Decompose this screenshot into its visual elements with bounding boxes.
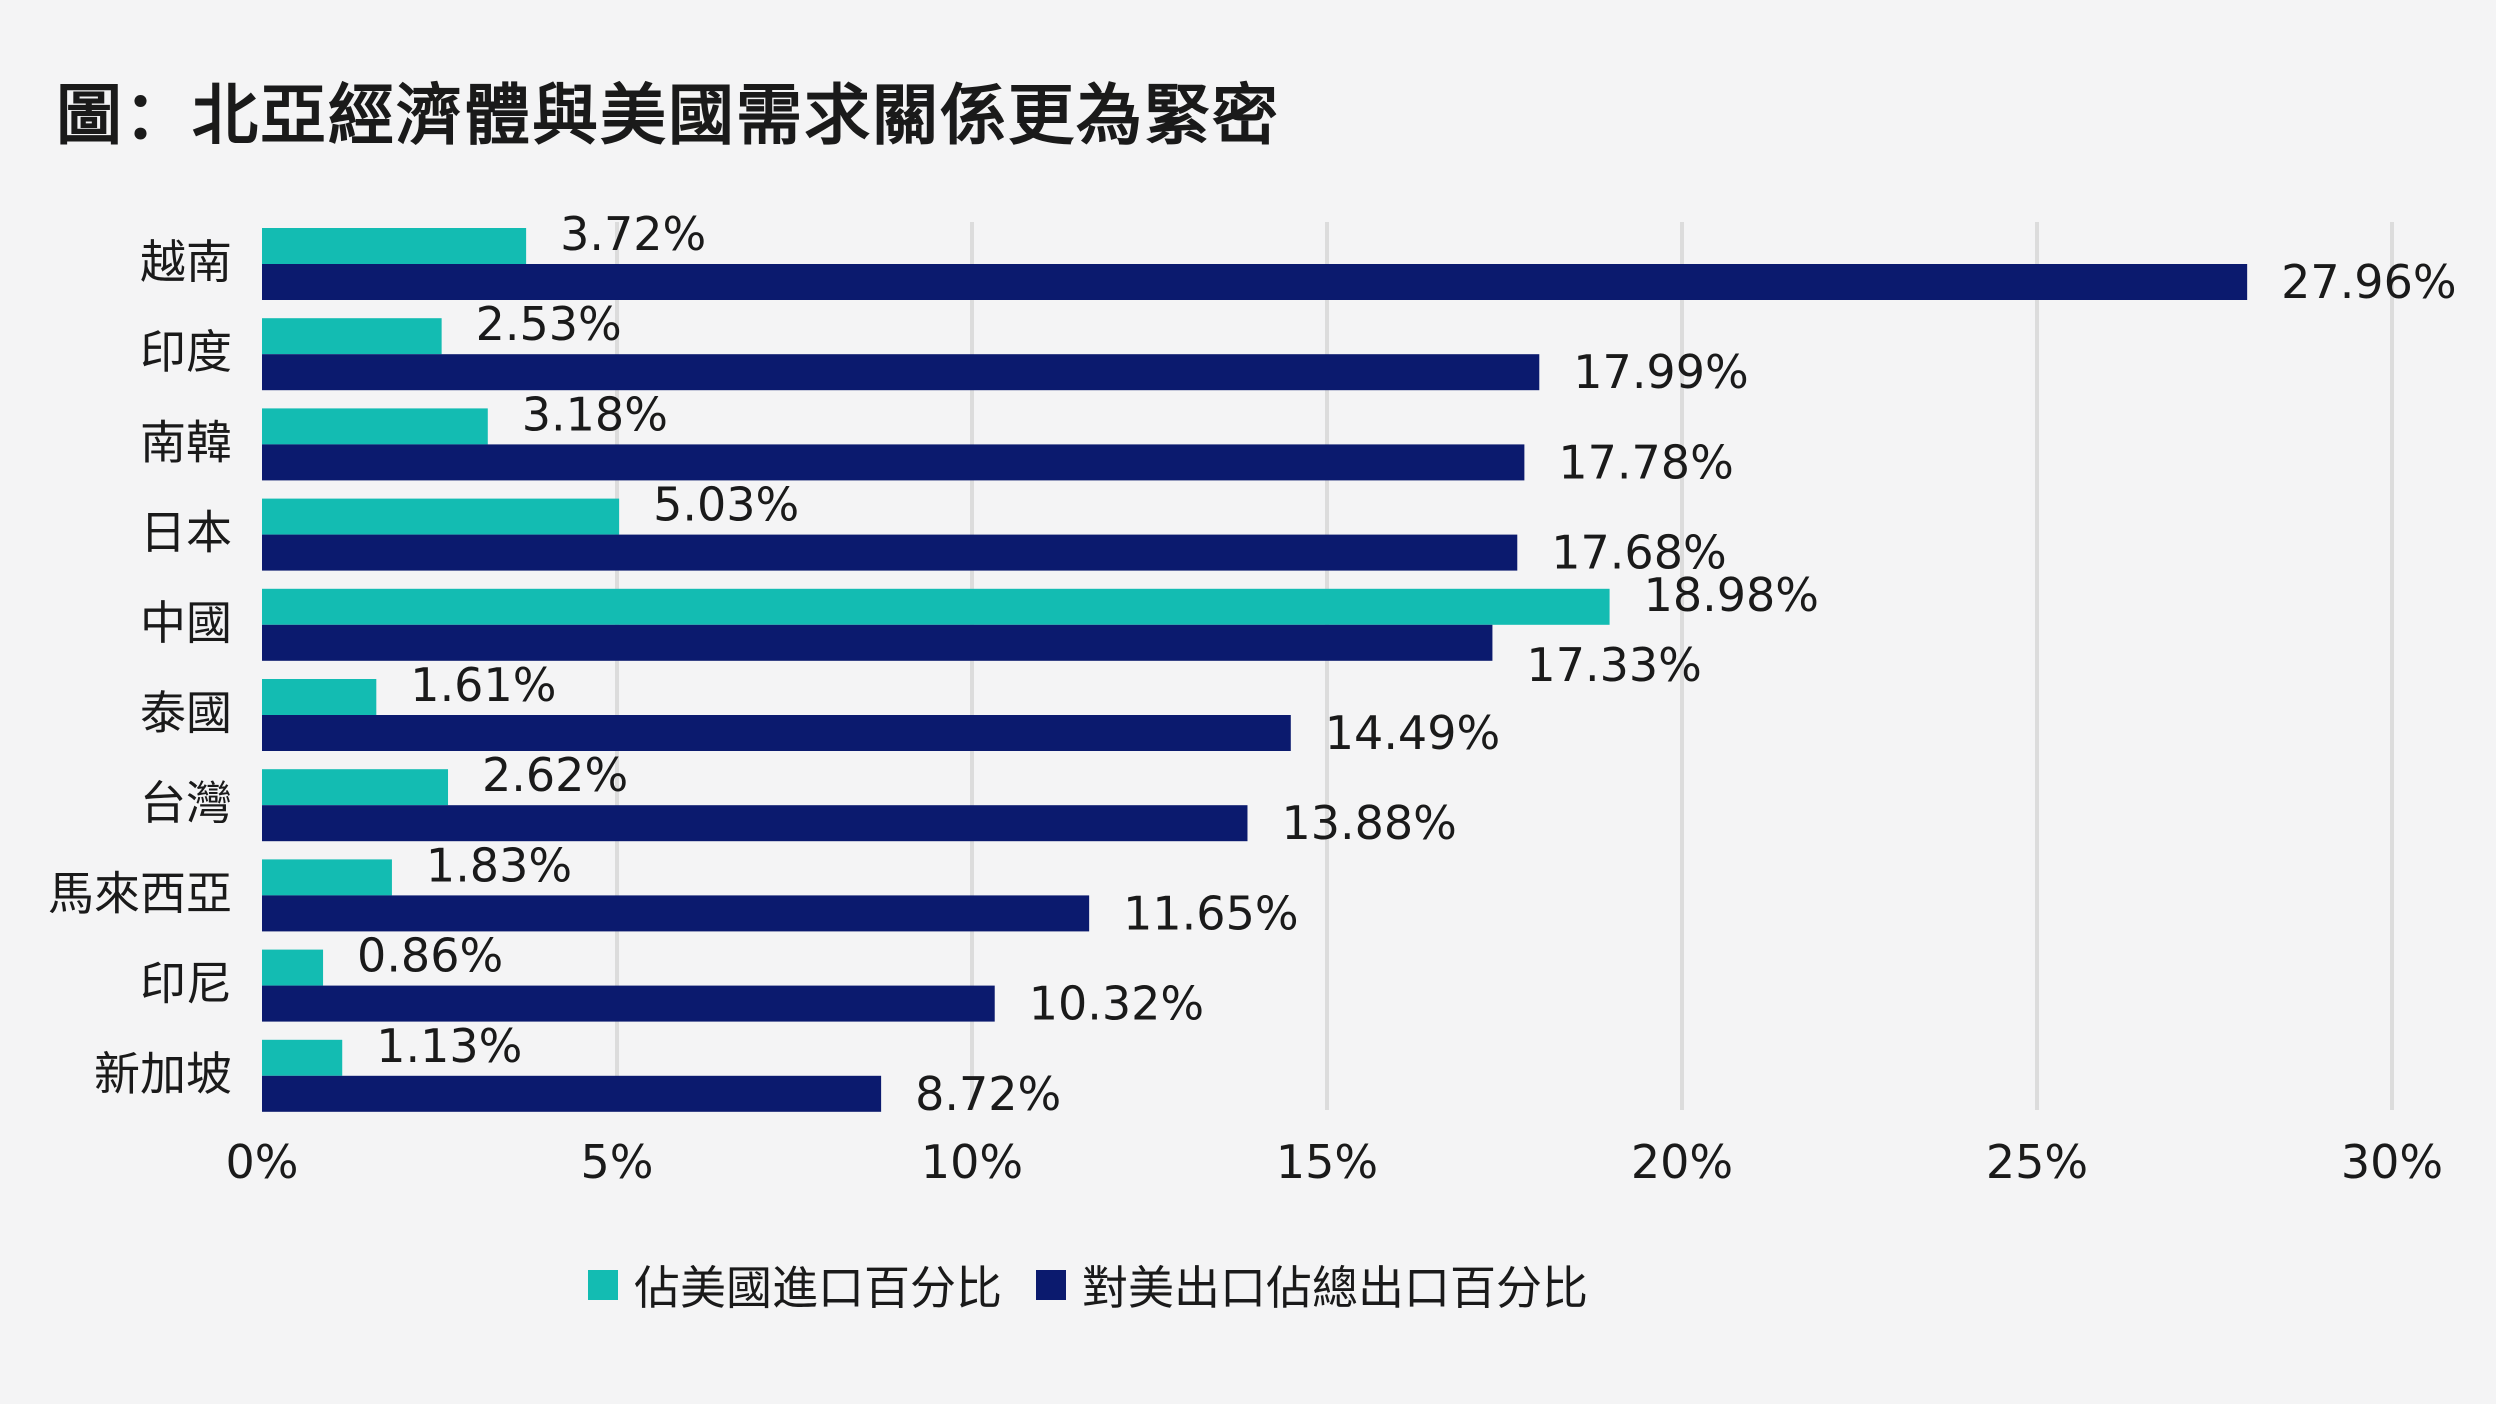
data-label: 3.72% (560, 207, 706, 261)
x-tick-label: 15% (1276, 1135, 1378, 1189)
bar-import-share (262, 318, 442, 355)
legend-label-export-share: 對美出口佔總出口百分比 (1082, 1261, 1588, 1315)
legend-swatch-import-share (588, 1270, 618, 1300)
x-tick-label: 20% (1631, 1135, 1733, 1189)
data-label: 2.62% (482, 748, 628, 802)
category-label: 馬來西亞 (48, 866, 232, 920)
data-label: 0.86% (357, 929, 503, 983)
data-label: 27.96% (2281, 255, 2456, 309)
data-label: 17.68% (1551, 526, 1726, 580)
category-label: 越南 (140, 235, 232, 289)
bar-export-share (262, 264, 2248, 300)
bar-export-share (262, 534, 1518, 571)
data-label: 1.83% (426, 838, 572, 892)
data-label: 17.33% (1526, 638, 1701, 692)
legend-item-import-share: 佔美國進口百分比 (588, 1252, 1002, 1318)
bar-export-share (262, 1075, 882, 1112)
data-label: 5.03% (653, 478, 799, 532)
data-label: 17.99% (1573, 345, 1748, 399)
bar-import-share (262, 498, 620, 535)
bar-import-share (262, 769, 449, 806)
legend-swatch-export-share (1036, 1270, 1066, 1300)
bar-export-share (262, 624, 1493, 661)
category-label: 日本 (140, 506, 232, 560)
bar-export-share (262, 985, 995, 1022)
bar-import-share (262, 859, 392, 896)
data-label: 1.13% (376, 1019, 522, 1073)
legend-item-export-share: 對美出口佔總出口百分比 (1036, 1252, 1588, 1318)
data-label: 3.18% (522, 387, 668, 441)
category-label: 印尼 (140, 957, 232, 1011)
data-label: 14.49% (1325, 706, 1500, 760)
bar-export-share (262, 444, 1525, 481)
legend: 佔美國進口百分比 對美出口佔總出口百分比 (588, 1252, 1622, 1318)
x-tick-label: 5% (581, 1135, 654, 1189)
data-label: 8.72% (915, 1067, 1061, 1121)
bar-import-share (262, 588, 1610, 625)
data-label: 13.88% (1281, 796, 1456, 850)
data-label: 2.53% (476, 297, 622, 351)
category-label: 泰國 (140, 686, 232, 740)
data-label: 17.78% (1558, 435, 1733, 489)
bar-export-share (262, 805, 1248, 842)
bar-import-share (262, 1039, 343, 1076)
bar-export-share (262, 354, 1540, 391)
chart-title: 圖：北亞經濟體與美國需求關係更為緊密 (56, 77, 1280, 154)
category-label: 新加坡 (94, 1047, 232, 1101)
data-label: 18.98% (1644, 568, 1819, 622)
category-label: 台灣 (140, 776, 232, 830)
x-tick-label: 25% (1986, 1135, 2088, 1189)
category-label: 印度 (140, 325, 232, 379)
bar-export-share (262, 715, 1291, 751)
bar-export-share (262, 895, 1090, 932)
category-label: 中國 (140, 596, 232, 650)
data-label: 11.65% (1123, 886, 1298, 940)
x-tick-label: 10% (921, 1135, 1023, 1189)
x-tick-label: 30% (2341, 1135, 2443, 1189)
legend-label-import-share: 佔美國進口百分比 (634, 1261, 1002, 1315)
data-label: 10.32% (1029, 977, 1204, 1031)
category-label: 南韓 (140, 415, 232, 469)
bar-import-share (262, 228, 527, 264)
bar-import-share (262, 679, 377, 715)
bar-import-share (262, 949, 324, 986)
bar-import-share (262, 408, 488, 445)
data-label: 1.61% (410, 658, 556, 712)
x-tick-label: 0% (226, 1135, 299, 1189)
